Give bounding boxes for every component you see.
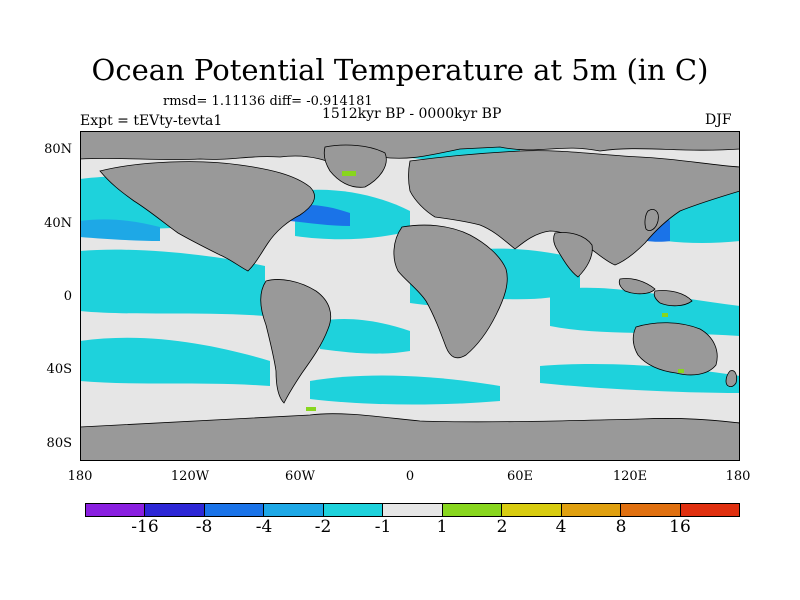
season-label: DJF	[705, 112, 732, 128]
colorbar-label: 4	[555, 517, 567, 537]
lon-label-60e: 60E	[506, 469, 534, 484]
colorbar-segment	[264, 504, 324, 516]
lat-label-40n: 40N	[44, 216, 72, 231]
lat-label-80n: 80N	[44, 142, 72, 157]
lon-label-180w: 180	[67, 469, 93, 484]
colorbar-segment	[621, 504, 681, 516]
colorbar-segment	[561, 504, 622, 516]
period-text: 1512kyr BP - 0000kyr BP	[322, 106, 502, 122]
colorbar-label: -2	[314, 517, 332, 537]
lat-label-0: 0	[63, 289, 72, 304]
land-masses	[80, 131, 740, 461]
colorbar-segment	[323, 504, 384, 516]
colorbar-segment	[442, 504, 503, 516]
colorbar-label: -4	[255, 517, 273, 537]
colorbar-label: -16	[131, 517, 159, 537]
colorbar-segment	[680, 504, 739, 516]
colorbar-label: 8	[615, 517, 627, 537]
experiment-label: Expt = tEVty-tevta1	[80, 113, 223, 129]
lon-label-120e: 120E	[612, 469, 648, 484]
map-title: Ocean Potential Temperature at 5m (in C)	[91, 53, 709, 87]
positive-anomalies	[306, 171, 684, 411]
colorbar-label: 16	[669, 517, 691, 537]
colorbar	[85, 503, 740, 517]
temperature-map	[80, 131, 740, 461]
colorbar-segment	[204, 504, 265, 516]
colorbar-label: 1	[436, 517, 448, 537]
map-frame	[80, 131, 740, 461]
colorbar-label: -1	[374, 517, 392, 537]
lat-label-80s: 80S	[46, 436, 72, 451]
lon-label-60w: 60W	[285, 469, 315, 484]
lon-label-120w: 120W	[170, 469, 210, 484]
lat-label-40s: 40S	[46, 362, 72, 377]
lon-label-180e: 180	[725, 469, 751, 484]
lon-label-0: 0	[405, 469, 415, 484]
colorbar-segment	[383, 504, 443, 516]
colorbar-label: 2	[496, 517, 508, 537]
colorbar-segment	[86, 504, 146, 516]
colorbar-segment	[145, 504, 205, 516]
colorbar-label: -8	[195, 517, 213, 537]
stats-text: rmsd= 1.11136 diff= -0.914181	[163, 94, 373, 109]
colorbar-segment	[502, 504, 562, 516]
